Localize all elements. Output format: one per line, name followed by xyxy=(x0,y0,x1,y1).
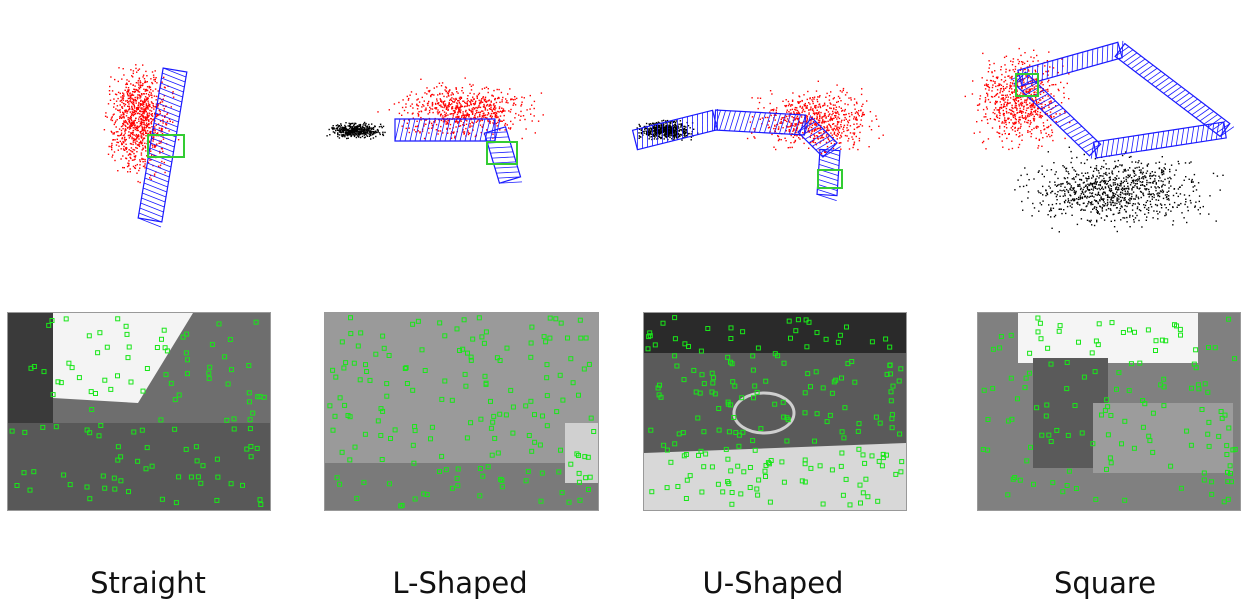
floor xyxy=(325,463,598,510)
map-points-red xyxy=(377,77,544,142)
sunlit-floor xyxy=(644,443,906,510)
current-frame-marker xyxy=(147,134,185,158)
frame-straight xyxy=(7,312,271,511)
map-u-shaped-plot xyxy=(631,80,884,202)
map-u-shaped xyxy=(605,0,905,250)
camera-trajectory xyxy=(1010,40,1235,159)
feature-points xyxy=(9,316,267,507)
map-points-red xyxy=(964,47,1071,151)
table xyxy=(1093,403,1233,473)
ceiling-shadow xyxy=(644,313,906,353)
frame-u-shaped xyxy=(643,312,907,511)
feature-points xyxy=(980,315,1238,505)
floor xyxy=(8,423,270,510)
current-frame-marker xyxy=(1015,73,1039,97)
feature-points xyxy=(645,315,905,508)
label-square: Square xyxy=(1053,566,1157,600)
label-u-shaped: U-Shaped xyxy=(702,566,844,600)
current-frame-marker xyxy=(817,169,843,189)
map-straight xyxy=(40,0,240,250)
frame-square-image xyxy=(978,313,1240,510)
feature-points xyxy=(327,315,597,509)
frame-straight-image xyxy=(8,313,270,510)
map-l-shaped xyxy=(265,0,585,250)
window-light xyxy=(1018,313,1198,363)
current-frame-marker xyxy=(486,141,518,165)
label-l-shaped: L-Shaped xyxy=(392,566,528,600)
frame-square xyxy=(977,312,1241,511)
map-points-black xyxy=(636,119,699,141)
chair-outline xyxy=(732,391,796,435)
camera-trajectory xyxy=(137,67,188,228)
map-square xyxy=(930,0,1235,275)
window-light xyxy=(53,313,193,403)
map-square-plot xyxy=(964,40,1235,233)
frame-l-shaped xyxy=(324,312,599,511)
map-straight-plot xyxy=(103,64,188,228)
map-points-red xyxy=(746,80,884,155)
map-points-red xyxy=(103,64,180,184)
frame-l-shaped-image xyxy=(325,313,598,510)
map-points-black xyxy=(1014,146,1224,233)
map-l-shaped-plot xyxy=(326,77,544,184)
map-points-black xyxy=(326,121,386,140)
camera-trajectory xyxy=(631,109,841,202)
label-straight: Straight xyxy=(90,566,206,600)
camera-trajectory xyxy=(394,118,523,184)
frame-u-shaped-image xyxy=(644,313,906,510)
